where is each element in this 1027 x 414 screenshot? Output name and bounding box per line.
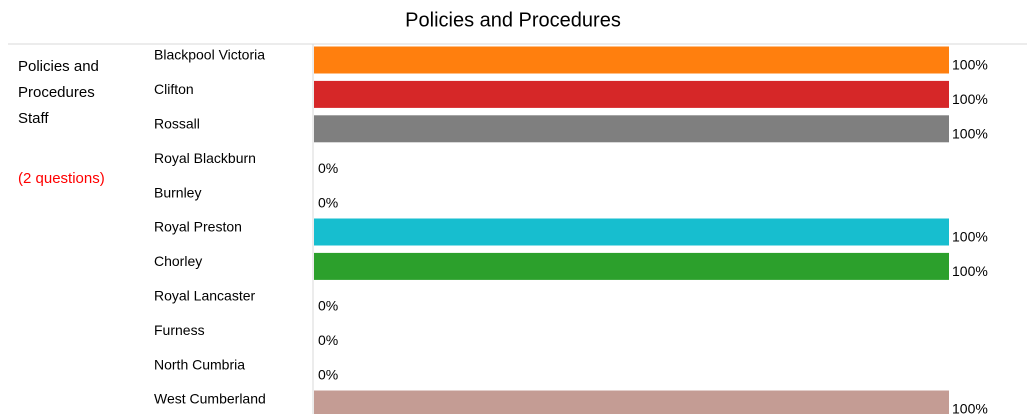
bar [314,46,949,74]
chart-title: Policies and Procedures [405,9,621,31]
value-label: 100% [952,229,988,245]
value-label: 0% [318,160,338,176]
bar [314,390,949,414]
value-label: 0% [318,366,338,382]
value-label: 100% [952,57,988,73]
category-label: West Cumberland [154,391,266,407]
value-label: 100% [952,126,988,142]
category-label: Burnley [154,184,201,200]
category-label: Chorley [154,253,202,269]
category-label: Royal Lancaster [154,288,256,304]
bar [314,115,949,143]
bar [314,80,949,108]
value-label: 100% [952,263,988,279]
category-label: Blackpool Victoria [154,47,265,63]
category-label: Royal Preston [154,219,242,235]
category-label: Clifton [154,81,194,97]
category-label: North Cumbria [154,356,245,372]
value-label: 0% [318,194,338,210]
category-label: Furness [154,322,205,338]
category-label: Royal Blackburn [154,150,256,166]
side-label: Policies and Procedures Staff [18,58,99,127]
value-label: 0% [318,298,338,314]
side-note: (2 questions) [18,170,105,187]
value-label: 100% [952,91,988,107]
bar [314,218,949,246]
bar [314,252,949,280]
value-label: 0% [318,332,338,348]
category-label: Rossall [154,116,200,132]
value-label: 100% [952,401,988,414]
